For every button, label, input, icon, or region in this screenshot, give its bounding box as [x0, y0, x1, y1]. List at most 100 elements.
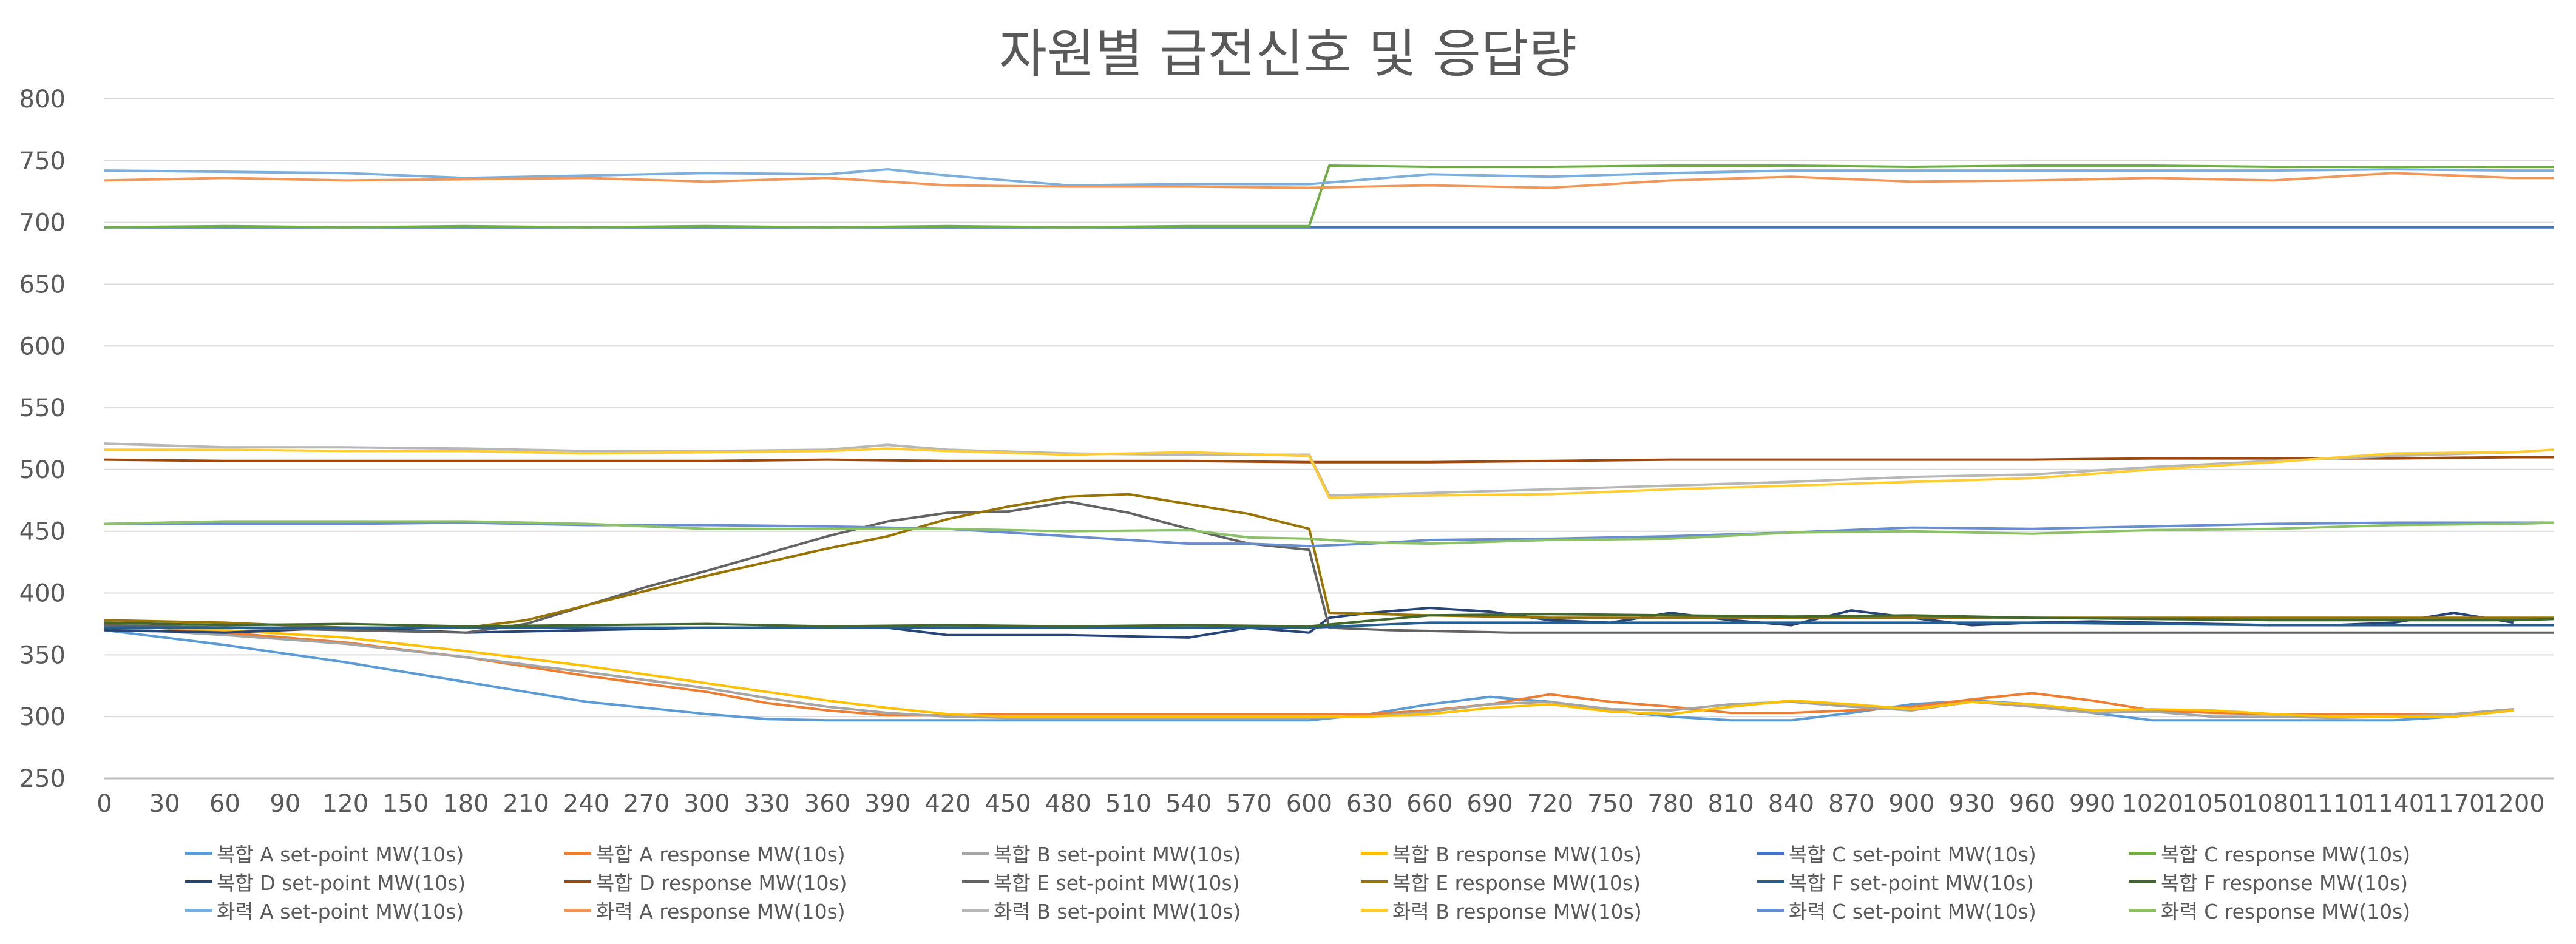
- x-tick-label: 780: [1647, 790, 1693, 818]
- legend-label: 복합 E response MW(10s): [1392, 871, 1641, 895]
- legend-item: 복합 E set-point MW(10s): [962, 867, 1240, 896]
- legend-item: 복합 A response MW(10s): [564, 838, 846, 868]
- legend-swatch: [185, 880, 212, 883]
- legend-label: 화력 B set-point MW(10s): [994, 900, 1241, 923]
- legend-label: 복합 A response MW(10s): [596, 843, 846, 866]
- x-tick-label: 30: [149, 790, 180, 818]
- series-line-0: [104, 629, 2515, 722]
- series-line-3: [104, 624, 2515, 718]
- y-tick-label: 700: [19, 209, 66, 237]
- x-tick-label: 930: [1948, 790, 1995, 818]
- series-line-10: [104, 621, 2554, 629]
- x-tick-label: 480: [1045, 790, 1091, 818]
- x-tick-label: 240: [563, 790, 609, 818]
- x-tick-label: 630: [1346, 790, 1392, 818]
- y-tick-label: 750: [19, 147, 66, 175]
- legend-item: 복합 C response MW(10s): [2129, 838, 2410, 868]
- series-line-1: [104, 622, 2514, 717]
- legend-swatch: [185, 851, 212, 855]
- x-tick-label: 1170: [2423, 790, 2485, 818]
- legend-item: 화력 A set-point MW(10s): [185, 895, 464, 925]
- y-tick-label: 300: [19, 703, 66, 731]
- series-lines: [104, 164, 2555, 722]
- x-tick-label: 420: [924, 790, 971, 818]
- x-tick-label: 360: [804, 790, 850, 818]
- legend-item: 복합 D set-point MW(10s): [185, 867, 466, 896]
- series-line-5: [104, 164, 2554, 229]
- y-tick-label: 600: [19, 332, 66, 360]
- series-line-2: [104, 626, 2514, 720]
- legend-swatch: [962, 851, 989, 855]
- y-tick-label: 450: [19, 518, 66, 546]
- legend-label: 복합 A set-point MW(10s): [217, 843, 464, 866]
- legend-label: 복합 D set-point MW(10s): [217, 871, 466, 895]
- legend-swatch: [962, 880, 989, 883]
- legend-label: 화력 C set-point MW(10s): [1789, 900, 2036, 923]
- x-tick-label: 1020: [2121, 790, 2183, 818]
- legend-item: 복합 B set-point MW(10s): [962, 838, 1241, 868]
- x-tick-label: 150: [382, 790, 429, 818]
- x-tick-label: 1110: [2302, 790, 2364, 818]
- series-line-9: [104, 493, 2554, 629]
- x-tick-label: 1140: [2362, 790, 2424, 818]
- legend-label: 복합 C set-point MW(10s): [1789, 843, 2036, 866]
- x-tick-label: 90: [269, 790, 300, 818]
- series-line-7: [104, 456, 2554, 464]
- legend-label: 화력 C response MW(10s): [2161, 900, 2411, 923]
- legend-swatch: [1757, 908, 1784, 912]
- legend-item: 복합 B response MW(10s): [1361, 838, 1642, 868]
- x-tick-label: 270: [623, 790, 669, 818]
- x-tick-label: 750: [1587, 790, 1633, 818]
- legend-swatch: [1757, 851, 1784, 855]
- legend-label: 복합 F response MW(10s): [2161, 871, 2408, 895]
- legend-swatch: [564, 908, 591, 912]
- y-tick-label: 650: [19, 271, 66, 298]
- legend-item: 화력 A response MW(10s): [564, 895, 846, 925]
- x-tick-label: 660: [1406, 790, 1452, 818]
- x-tick-label: 510: [1105, 790, 1151, 818]
- legend-swatch: [1361, 851, 1388, 855]
- legend-item: 화력 C response MW(10s): [2129, 895, 2410, 925]
- x-tick-label: 450: [985, 790, 1031, 818]
- legend-item: 화력 B response MW(10s): [1361, 895, 1642, 925]
- legend-swatch: [1757, 880, 1784, 883]
- x-tick-label: 840: [1768, 790, 1814, 818]
- x-tick-label: 0: [97, 790, 112, 818]
- legend-swatch: [185, 908, 212, 912]
- y-tick-label: 400: [19, 580, 66, 608]
- series-line-12: [104, 168, 2554, 187]
- legend-label: 화력 A set-point MW(10s): [217, 900, 464, 923]
- x-tick-label: 870: [1828, 790, 1874, 818]
- x-axis-ticks: 0 30 60 90 120 150 180 210 240 270 300 330 360 390 420…: [97, 790, 2544, 818]
- y-axis-ticks: 250 300 350 400 450 500 550 600 650 700 750 800: [19, 86, 66, 793]
- y-tick-label: 800: [19, 86, 66, 113]
- x-tick-label: 1200: [2483, 790, 2545, 818]
- legend-swatch: [2129, 851, 2156, 855]
- legend-swatch: [564, 880, 591, 883]
- legend-label: 복합 C response MW(10s): [2161, 843, 2411, 866]
- legend-swatch: [564, 851, 591, 855]
- legend-item: 복합 F response MW(10s): [2129, 867, 2408, 896]
- gridlines: [104, 98, 2554, 780]
- x-tick-label: 600: [1286, 790, 1332, 818]
- x-tick-label: 570: [1225, 790, 1272, 818]
- series-line-11: [104, 613, 2555, 628]
- legend-label: 화력 A response MW(10s): [596, 900, 846, 923]
- legend-swatch: [1361, 908, 1388, 912]
- legend-label: 복합 E set-point MW(10s): [994, 871, 1240, 895]
- y-tick-label: 550: [19, 394, 66, 422]
- series-line-15: [104, 447, 2555, 499]
- x-tick-label: 390: [864, 790, 910, 818]
- legend-item: 화력 B set-point MW(10s): [962, 895, 1241, 925]
- x-tick-label: 810: [1707, 790, 1754, 818]
- x-tick-label: 960: [2009, 790, 2055, 818]
- legend-label: 화력 B response MW(10s): [1392, 900, 1642, 923]
- x-tick-label: 900: [1888, 790, 1934, 818]
- series-line-17: [104, 520, 2555, 545]
- legend-swatch: [2129, 880, 2156, 883]
- x-tick-label: 690: [1466, 790, 1513, 818]
- legend-label: 복합 B set-point MW(10s): [994, 843, 1241, 866]
- x-tick-label: 1050: [2182, 790, 2244, 818]
- x-tick-label: 300: [683, 790, 730, 818]
- legend-item: 복합 C set-point MW(10s): [1757, 838, 2036, 868]
